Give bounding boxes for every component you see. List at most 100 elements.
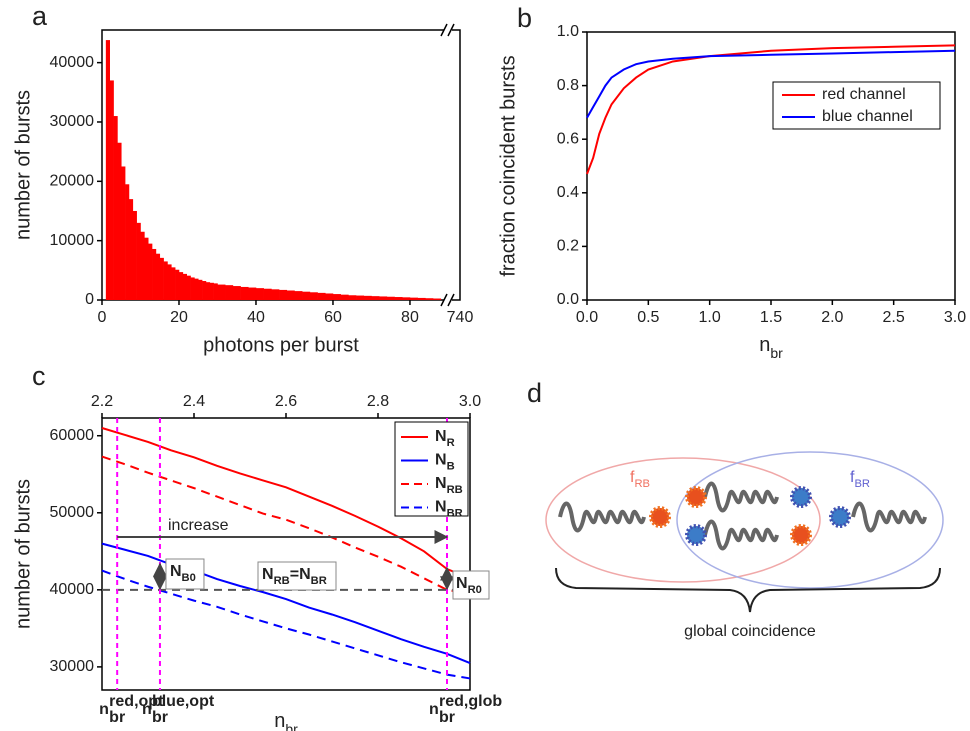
bar	[163, 261, 168, 300]
equal-label: NRB=NBR	[262, 566, 327, 587]
y-tick-label: 0.0	[557, 291, 579, 308]
bar	[332, 294, 341, 300]
bar	[171, 267, 176, 300]
y-tick-label: 40000	[50, 581, 95, 598]
bar	[202, 281, 207, 300]
diagram	[545, 451, 944, 613]
br-ellipse	[676, 451, 944, 589]
x-tick-label: 60	[324, 309, 342, 326]
bar	[109, 80, 114, 300]
bar	[148, 243, 153, 300]
y-tick-label: 1.0	[557, 23, 579, 40]
label-box	[257, 561, 337, 591]
x-axis-title-part: n	[759, 334, 770, 356]
nr0-label: NR0	[456, 575, 482, 596]
bar	[340, 294, 349, 300]
y-tick-label: 60000	[50, 427, 95, 444]
vline-label-sup: red,opt	[109, 693, 164, 710]
bar	[379, 296, 388, 300]
vline-label-sup: red,glob	[439, 693, 502, 710]
bar	[209, 282, 214, 300]
y-tick-label: 0.8	[557, 77, 579, 94]
bar	[409, 297, 418, 300]
legend-label-part: RB	[447, 484, 463, 496]
bar	[286, 290, 295, 300]
bar	[317, 292, 326, 300]
caption: global coincidence	[684, 623, 816, 640]
panel-label: d	[527, 378, 542, 408]
bar	[144, 237, 149, 300]
series-line	[101, 569, 471, 680]
f-rb-label-part: RB	[634, 478, 650, 490]
bar	[105, 40, 110, 300]
blue-dye	[685, 524, 707, 546]
equal-label-part: BR	[311, 575, 327, 587]
bar	[182, 273, 187, 300]
legend-label: NRB	[435, 475, 463, 496]
bar	[279, 289, 288, 300]
x-tick-label: 2.0	[821, 309, 843, 326]
x-tick-label: 1.5	[760, 309, 782, 326]
bar	[363, 295, 372, 300]
legend-label-part: N	[435, 499, 447, 516]
y-tick-label: 0.2	[557, 238, 579, 255]
blue-dye	[790, 486, 812, 508]
helix	[703, 519, 779, 551]
legend-label: NB	[435, 452, 455, 473]
x-axis-title-part: br	[285, 721, 298, 731]
increase-label: increase	[168, 517, 229, 534]
legend-label-part: N	[435, 475, 447, 492]
legend-label-part: R	[447, 437, 455, 449]
series-line	[101, 542, 471, 664]
legend-label-part: BR	[447, 507, 463, 519]
helix	[851, 501, 927, 533]
x-axis-title-part: n	[274, 710, 285, 731]
bar	[309, 292, 318, 300]
bar	[271, 289, 280, 300]
f-br-label-part: f	[850, 469, 855, 486]
legend-label-part: N	[435, 428, 447, 445]
x-axis-title: nbr	[274, 710, 298, 731]
legend-label: NBR	[435, 499, 463, 520]
bar	[152, 248, 157, 300]
y-tick-label: 0.6	[557, 130, 579, 147]
blue-dye	[829, 506, 851, 528]
y-tick-label: 0.4	[557, 184, 579, 201]
axis-break-gap	[444, 24, 452, 36]
legend-label-part: N	[435, 452, 447, 469]
bar	[263, 288, 272, 300]
x-tick-label: 1.0	[699, 309, 721, 326]
series-line	[101, 455, 471, 595]
x-axis-title-part: br	[770, 345, 783, 361]
x-tick-label: 2.6	[275, 393, 297, 410]
x-tick-label: 0.0	[576, 309, 598, 326]
bar	[117, 142, 122, 300]
y-tick-label: 10000	[50, 232, 95, 249]
bar	[348, 295, 357, 300]
bar	[178, 272, 184, 300]
vline-label-sub: br	[152, 709, 168, 726]
bar	[302, 291, 311, 300]
x-axis-title: nbr	[759, 334, 783, 360]
x-axis-title: photons per burst	[203, 334, 359, 356]
bar	[136, 222, 141, 300]
bar	[213, 283, 218, 300]
series-line	[101, 427, 471, 580]
bar	[240, 286, 249, 300]
bar	[325, 293, 334, 300]
f-br-label-part: BR	[854, 478, 870, 490]
legend-box	[772, 81, 941, 130]
bar	[294, 291, 303, 300]
x-tick-label: 3.0	[944, 309, 966, 326]
red-dye	[649, 506, 671, 528]
vline-label-base: n	[429, 701, 439, 718]
f-rb-label: fRB	[630, 469, 650, 490]
bar	[248, 287, 257, 300]
bar	[356, 295, 365, 300]
bar	[128, 199, 134, 300]
axis-break-gap	[444, 294, 452, 306]
dyes	[649, 486, 851, 546]
equal-label-part: =N	[290, 566, 311, 583]
x-tick-label: 3.0	[459, 393, 481, 410]
